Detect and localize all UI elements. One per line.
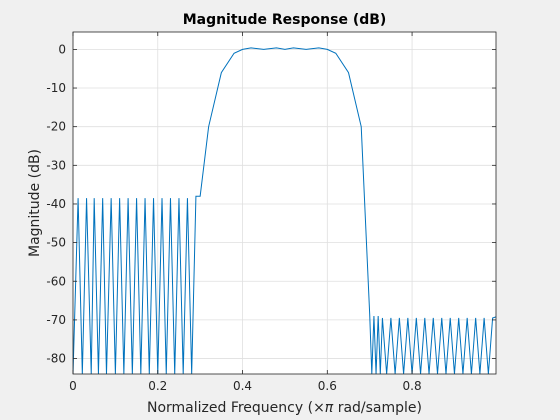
y-tick-label: -10 [46,81,66,95]
x-tick-label: 0.2 [148,379,167,393]
y-axis-label: Magnitude (dB) [27,149,43,257]
y-tick-label: -30 [46,158,66,172]
x-tick-label: 0.4 [233,379,252,393]
tick-marks [72,32,496,374]
x-tick-label: 0 [69,379,77,393]
x-axis-label-suffix: rad/sample) [333,400,422,416]
y-tick-label: -70 [46,313,66,327]
y-tick-label: -80 [46,352,66,366]
magnitude-response-line [73,47,496,374]
y-tick-label: -50 [46,236,66,250]
y-tick-label: -20 [46,120,66,134]
x-tick-label: 0.8 [403,379,422,393]
axes-box [72,31,497,375]
x-axis-label-prefix: Normalized Frequency ( [147,400,313,416]
chart-title: Magnitude Response (dB) [183,12,387,28]
axes-background [73,32,496,374]
y-tick-label: 0 [58,42,66,56]
x-tick-label: 0.6 [318,379,337,393]
y-tick-label: -40 [46,197,66,211]
x-axis-label-symbol: ×π [313,400,334,416]
x-axis-label: Normalized Frequency (×π rad/sample) [147,400,422,416]
x-tick-labels: 0 0.2 0.4 0.6 0.8 [69,379,421,393]
grid-lines [72,32,496,374]
y-tick-labels: 0 -10 -20 -30 -40 -50 -60 -70 -80 [46,42,66,365]
y-tick-label: -60 [46,274,66,288]
